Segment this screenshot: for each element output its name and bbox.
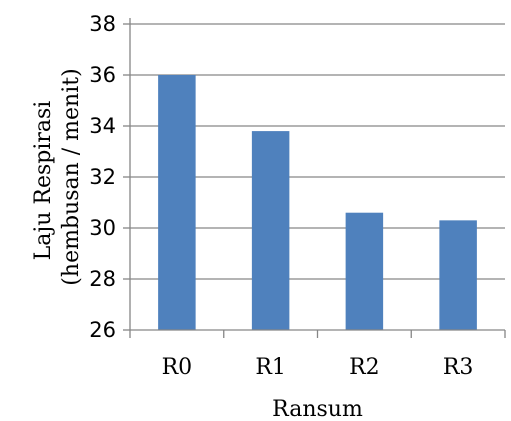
bar-r3 xyxy=(439,220,477,330)
y-tick-label: 30 xyxy=(89,216,116,240)
y-tick-label: 32 xyxy=(89,165,116,189)
x-category-label: R0 xyxy=(162,355,193,380)
x-category-label: R2 xyxy=(349,355,380,380)
y-axis-title-line-2: (hembusan / menit) xyxy=(59,68,84,285)
x-axis-title: Ransum xyxy=(272,397,363,421)
y-tick-label: 34 xyxy=(89,114,116,138)
bar-r1 xyxy=(251,131,290,330)
bar-r2 xyxy=(345,212,384,330)
axes xyxy=(123,18,506,338)
y-axis-title-line-1: Laju Respirasi xyxy=(31,101,56,261)
x-category-label: R1 xyxy=(255,355,286,380)
x-category-labels: R0 R1 R2 R3 xyxy=(162,355,474,380)
y-tick-label: 36 xyxy=(89,63,116,87)
y-tick-labels: 26 28 30 32 34 36 38 xyxy=(89,12,116,342)
y-axis-title: Laju Respirasi (hembusan / menit) xyxy=(31,68,84,285)
y-tick-label: 28 xyxy=(89,267,116,291)
bars xyxy=(158,75,477,330)
y-tick-label: 38 xyxy=(89,12,116,36)
bar-r0 xyxy=(158,75,196,330)
x-category-label: R3 xyxy=(443,355,474,380)
y-tick-label: 26 xyxy=(89,318,116,342)
